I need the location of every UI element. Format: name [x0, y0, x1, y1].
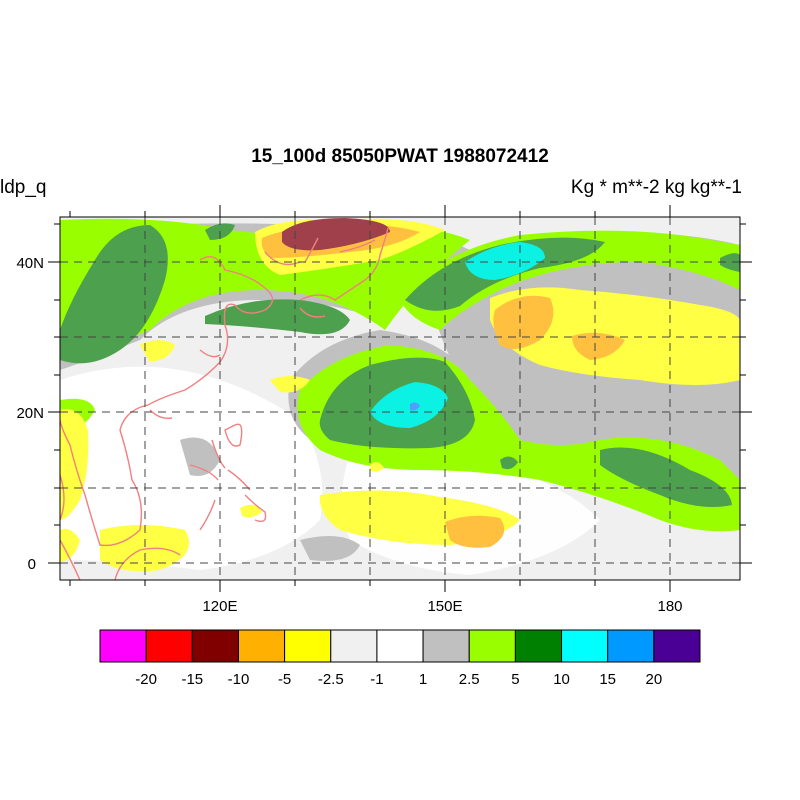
colorbar-label: -20 [135, 671, 157, 688]
colorbar-swatch [561, 629, 609, 663]
lon-label-150e: 150E [427, 598, 462, 615]
grid-lines [60, 217, 740, 580]
map-frame [59, 216, 741, 581]
colorbar-label: -15 [181, 671, 203, 688]
colorbar-label: -10 [228, 671, 250, 688]
colorbar-swatch [330, 629, 378, 663]
colorbar-label: -1 [370, 671, 383, 688]
colorbar-swatch [191, 629, 239, 663]
colorbar: -20 -15 -10 -5 -2.5 -1 1 2.5 5 10 15 20 [99, 629, 701, 688]
colorbar-swatch [237, 629, 286, 663]
variable-name: ldp_q [0, 177, 47, 198]
lon-label-120e: 120E [202, 598, 237, 615]
colorbar-label: -5 [278, 671, 291, 688]
lat-label-0: 0 [28, 556, 36, 573]
colorbar-swatch [514, 629, 563, 663]
colorbar-swatch [376, 629, 424, 663]
colorbar-swatch [653, 629, 701, 663]
colorbar-swatch [99, 629, 147, 663]
colorbar-label: 15 [599, 671, 616, 688]
units-label: Kg * m**-2 kg kg**-1 [570, 177, 742, 198]
colorbar-swatch [607, 629, 655, 663]
lat-label-40n: 40N [16, 255, 44, 272]
colorbar-label: 10 [553, 671, 570, 688]
colorbar-label: 2.5 [459, 671, 480, 688]
colorbar-swatch [422, 629, 470, 663]
tick-marks [48, 205, 752, 592]
plot-title: 15_100d 85050PWAT 1988072412 [251, 146, 549, 167]
contour-field [60, 217, 740, 580]
lat-label-20n: 20N [16, 405, 44, 422]
colorbar-label: 5 [511, 671, 519, 688]
colorbar-label: 1 [419, 671, 427, 688]
colorbar-label: -2.5 [318, 671, 344, 688]
colorbar-swatch [284, 629, 332, 663]
colorbar-swatch [468, 629, 516, 663]
lon-label-180: 180 [657, 598, 682, 615]
coastline [60, 227, 389, 580]
colorbar-swatch [145, 629, 193, 663]
colorbar-label: 20 [646, 671, 663, 688]
